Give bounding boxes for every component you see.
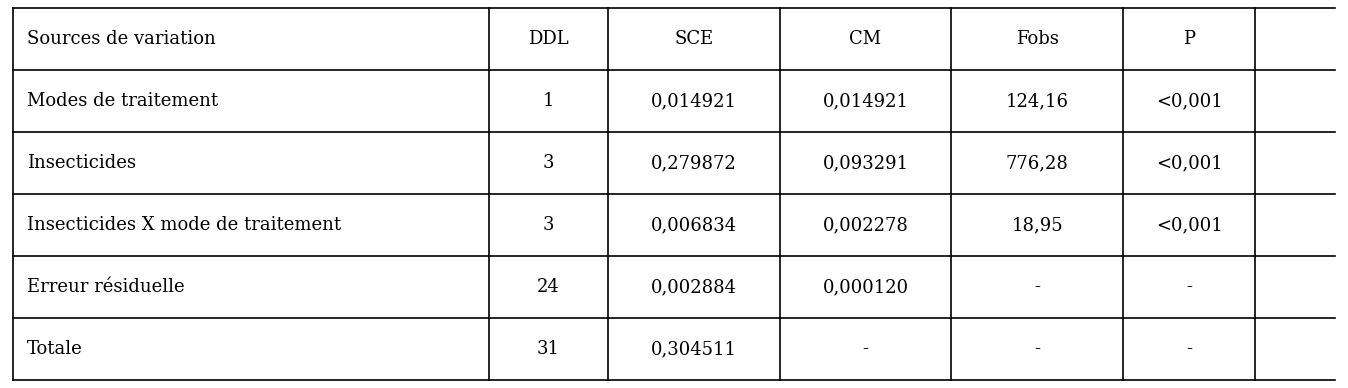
Text: 0,014921: 0,014921 <box>822 92 909 110</box>
Text: -: - <box>1186 340 1192 358</box>
Text: 0,304511: 0,304511 <box>651 340 737 358</box>
Text: 18,95: 18,95 <box>1011 216 1064 234</box>
Text: 0,002278: 0,002278 <box>822 216 909 234</box>
Text: 0,279872: 0,279872 <box>651 154 737 172</box>
Text: 0,002884: 0,002884 <box>651 278 737 296</box>
Text: 31: 31 <box>537 340 559 358</box>
Text: 1: 1 <box>543 92 554 110</box>
Text: Erreur résiduelle: Erreur résiduelle <box>27 278 185 296</box>
Text: 0,093291: 0,093291 <box>822 154 909 172</box>
Text: Modes de traitement: Modes de traitement <box>27 92 218 110</box>
Text: 24: 24 <box>537 278 559 296</box>
Text: -: - <box>1034 278 1041 296</box>
Text: 0,000120: 0,000120 <box>822 278 909 296</box>
Text: Fobs: Fobs <box>1016 30 1058 48</box>
Text: 124,16: 124,16 <box>1006 92 1069 110</box>
Text: 0,006834: 0,006834 <box>651 216 737 234</box>
Text: <0,001: <0,001 <box>1155 154 1223 172</box>
Text: Totale: Totale <box>27 340 82 358</box>
Text: <0,001: <0,001 <box>1155 216 1223 234</box>
Text: Sources de variation: Sources de variation <box>27 30 216 48</box>
Text: CM: CM <box>849 30 882 48</box>
Text: -: - <box>1034 340 1041 358</box>
Text: DDL: DDL <box>528 30 569 48</box>
Text: Insecticides: Insecticides <box>27 154 136 172</box>
Text: -: - <box>863 340 868 358</box>
Text: <0,001: <0,001 <box>1155 92 1223 110</box>
Text: 776,28: 776,28 <box>1006 154 1069 172</box>
Text: SCE: SCE <box>674 30 713 48</box>
Text: -: - <box>1186 278 1192 296</box>
Text: P: P <box>1184 30 1196 48</box>
Text: 3: 3 <box>543 216 554 234</box>
Text: Insecticides X mode de traitement: Insecticides X mode de traitement <box>27 216 341 234</box>
Text: 3: 3 <box>543 154 554 172</box>
Text: 0,014921: 0,014921 <box>651 92 737 110</box>
